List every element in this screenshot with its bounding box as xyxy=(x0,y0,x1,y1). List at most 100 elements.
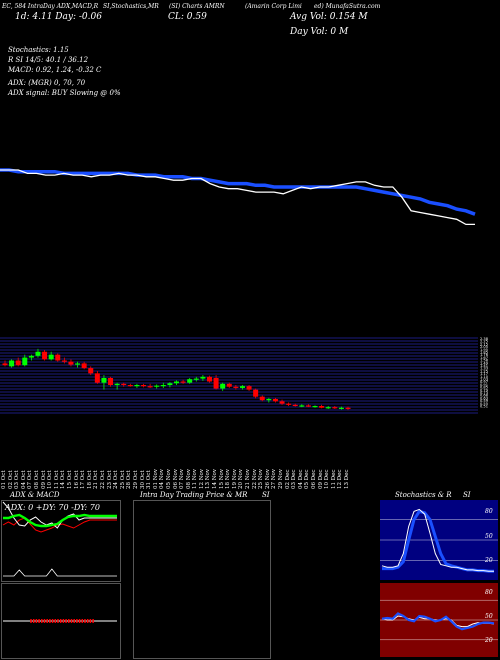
intraday-title: Intra Day Trading Price & MR xyxy=(140,491,248,499)
price-label: 0.91 xyxy=(480,383,488,387)
price-label: 0.85 xyxy=(480,386,488,390)
stoch-line-white xyxy=(381,508,494,572)
candle-body xyxy=(48,354,54,360)
candle-body xyxy=(167,383,173,385)
price-label: 2.15 xyxy=(480,342,488,346)
macd-panel xyxy=(1,583,121,659)
candle-body xyxy=(253,389,259,397)
candle-body xyxy=(134,385,140,387)
intraday-si-label: SI xyxy=(262,491,270,499)
candle-body xyxy=(279,401,285,404)
stochastics-chart xyxy=(380,508,498,573)
candle-body xyxy=(226,383,232,387)
adx-panel xyxy=(1,500,121,582)
stochastics-readout: Stochastics: 1.15 xyxy=(8,46,69,54)
candle-body xyxy=(206,376,212,382)
candle-body xyxy=(94,373,100,383)
candle-body xyxy=(259,396,265,401)
candle-body xyxy=(68,361,74,365)
price-label: 1.58 xyxy=(480,359,489,363)
rsi-level-80: 80 xyxy=(485,589,493,596)
price-grid xyxy=(0,337,478,414)
price-label: 1.33 xyxy=(480,367,488,371)
candle-body xyxy=(319,406,325,408)
candle-body xyxy=(108,378,114,385)
candle-body xyxy=(187,379,193,383)
candle-body xyxy=(127,385,133,387)
adx-readout: ADX: (MGR) 0, 70, 70 xyxy=(8,79,86,87)
stoch-line-blue xyxy=(382,509,494,573)
stochastics-title: Stochastics & R xyxy=(395,491,452,499)
candle-body xyxy=(292,404,298,407)
price-label: 0.73 xyxy=(480,391,488,395)
intraday-panel xyxy=(133,500,271,659)
rsi-readout: R SI 14/5: 40.1 / 36.12 xyxy=(8,56,89,64)
macd-chart xyxy=(3,619,117,623)
price-label: 0.79 xyxy=(480,388,489,392)
date-label: 13 Dec xyxy=(344,469,350,490)
rsi-line-blue xyxy=(381,612,495,631)
price-label: 1.10 xyxy=(480,375,489,379)
candle-body xyxy=(9,360,15,367)
price-label: 1.67 xyxy=(480,356,488,360)
candle-body xyxy=(101,378,107,383)
chart-links[interactable]: EC, 584 IntraDay ADX,MACD,R xyxy=(2,3,99,10)
price-label: 1.17 xyxy=(480,372,488,376)
stoch-level-80: 80 xyxy=(485,508,493,515)
price-label: 2.25 xyxy=(480,340,488,344)
price-label: 0.51 xyxy=(480,405,488,409)
ma-line-blue xyxy=(0,168,476,216)
candle-body xyxy=(2,363,8,366)
candle-body xyxy=(239,386,245,388)
price-label: 0.59 xyxy=(480,399,489,403)
rsi-chart xyxy=(380,583,498,657)
candle-body xyxy=(28,355,34,358)
candle-body xyxy=(312,406,318,408)
adx-chart xyxy=(2,501,117,577)
adx-values: ADX: 0 +DY: 70 -DY: 70 xyxy=(5,503,100,512)
price-label: 1.41 xyxy=(480,364,488,368)
candle-body xyxy=(200,376,206,379)
price-label: 0.63 xyxy=(480,396,488,400)
stoch-level-20: 20 xyxy=(485,557,493,564)
candle-body xyxy=(61,360,67,362)
menu-links[interactable]: SI,Stochastics,MR xyxy=(103,3,159,10)
price-label: 0.68 xyxy=(480,394,489,398)
candle-body xyxy=(22,357,28,366)
site-domain: ed) MunafaSutra.com xyxy=(314,3,381,10)
candle-body xyxy=(154,385,160,387)
candle-body xyxy=(174,381,179,384)
candle-body xyxy=(233,386,239,388)
candle-body xyxy=(338,407,344,409)
day-volume: Day Vol: 0 M xyxy=(290,27,349,37)
stochastics-si-label: SI xyxy=(463,491,471,499)
candle-body xyxy=(286,403,292,405)
candle-marks xyxy=(2,348,351,411)
price-label: 1.49 xyxy=(480,361,489,365)
macd-readout: MACD: 0.92, 1.24, -0.32 C xyxy=(8,66,102,74)
candle-body xyxy=(332,407,338,409)
price-label: 1.95 xyxy=(480,348,488,352)
adx-spikes xyxy=(3,568,117,577)
rsi-level-50: 50 xyxy=(485,613,493,620)
price-label: 2.05 xyxy=(480,345,488,349)
candle-body xyxy=(55,354,61,361)
moving-average-chart xyxy=(0,168,476,226)
price-label: 0.97 xyxy=(480,380,488,384)
close-line: CL: 0.59 xyxy=(168,12,207,22)
candle-body xyxy=(213,378,219,389)
stoch-level-50: 50 xyxy=(485,533,493,540)
candle-body xyxy=(299,405,305,407)
price-axis-labels: 2.382.252.152.051.951.851.761.671.581.49… xyxy=(480,337,489,409)
candle-body xyxy=(345,407,351,409)
candle-body xyxy=(15,360,21,366)
adx-line-green xyxy=(3,513,117,528)
rsi-level-20: 20 xyxy=(485,637,493,644)
candle-body xyxy=(220,383,226,389)
candle-body xyxy=(325,407,331,409)
price-label: 1.03 xyxy=(480,378,488,382)
candle-body xyxy=(193,378,199,380)
symbol-links[interactable]: (SI) Charts AMRN xyxy=(169,3,225,10)
price-label: 1.76 xyxy=(480,353,489,357)
price-label: 2.38 xyxy=(480,337,489,341)
